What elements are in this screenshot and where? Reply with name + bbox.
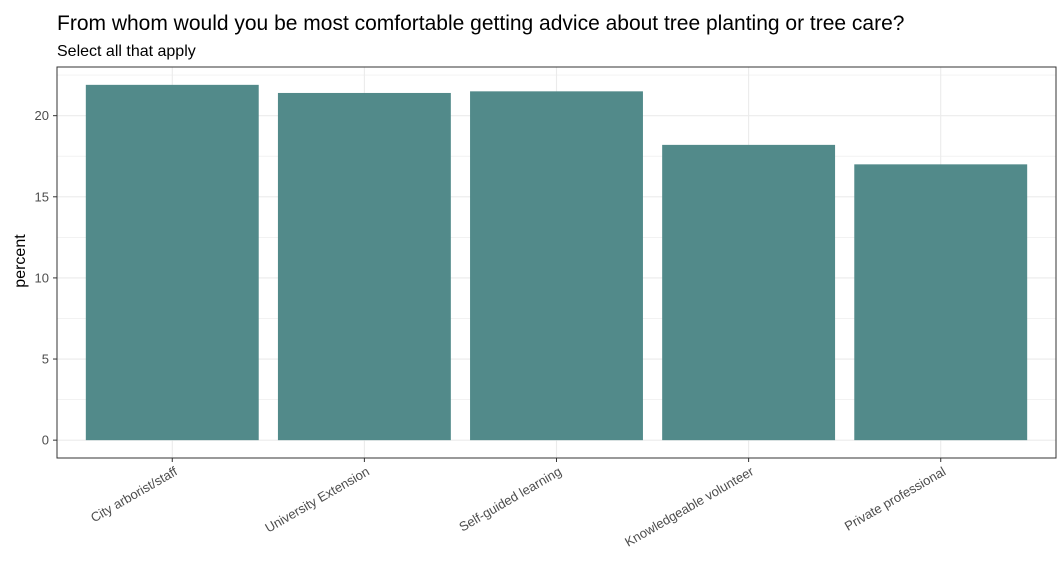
bar-private-professional bbox=[854, 164, 1028, 441]
chart-subtitle: Select all that apply bbox=[57, 43, 196, 60]
bar-university-extension bbox=[277, 92, 451, 441]
x-tick-label: Knowledgeable volunteer bbox=[622, 463, 757, 549]
bar-knowledgeable-volunteer bbox=[662, 144, 836, 441]
plot-panel: 0 5 10 15 20 City arborist/staff University Ex… bbox=[35, 66, 1057, 550]
x-tick-label: Private professional bbox=[842, 464, 948, 534]
bar-city-arborist-staff bbox=[85, 84, 259, 441]
y-tick-label: 10 bbox=[35, 270, 49, 285]
y-axis-title: percent bbox=[12, 234, 29, 288]
y-tick-label: 20 bbox=[35, 108, 49, 123]
x-tick-label: City arborist/staff bbox=[88, 463, 180, 525]
y-tick-label: 5 bbox=[42, 352, 49, 367]
bar-self-guided-learning bbox=[470, 91, 643, 441]
x-tick-label: Self-guided learning bbox=[456, 464, 564, 535]
y-tick-label: 0 bbox=[42, 433, 49, 448]
y-tick-label: 15 bbox=[35, 189, 49, 204]
chart-title: From whom would you be most comfortable … bbox=[57, 12, 904, 35]
x-tick-label: University Extension bbox=[262, 464, 372, 536]
